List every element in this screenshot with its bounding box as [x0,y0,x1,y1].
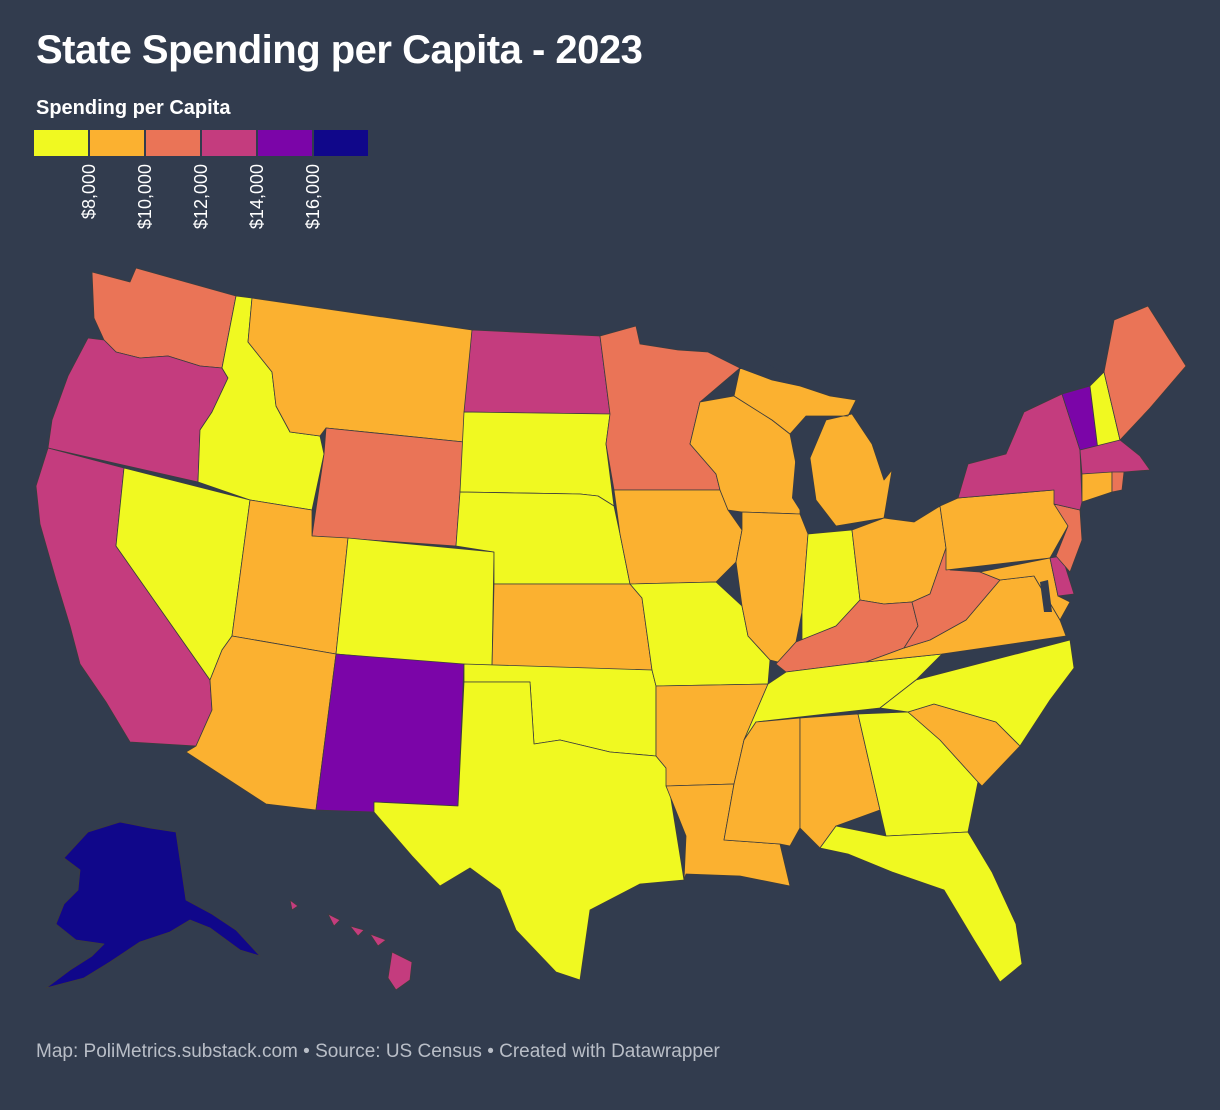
state-hawaii[interactable] [289,899,413,991]
state-connecticut[interactable] [1081,471,1113,503]
legend-swatch-3 [146,130,200,156]
state-colorado[interactable] [335,537,495,669]
lake-michigan [792,416,826,520]
legend-swatch-6 [314,130,368,156]
legend-swatch-5 [258,130,312,156]
legend-title: Spending per Capita [36,97,231,119]
legend-swatch-1 [34,130,88,156]
state-alaska[interactable] [45,821,261,989]
state-iowa[interactable] [613,489,743,585]
state-illinois[interactable] [735,511,809,663]
state-north-dakota[interactable] [463,329,611,415]
lake-superior [708,352,800,386]
legend-swatch-4 [202,130,256,156]
page-title: State Spending per Capita - 2023 [36,28,643,72]
state-wyoming[interactable] [311,427,465,547]
state-mississippi[interactable] [723,717,801,847]
legend-color-bar [34,130,370,156]
state-missouri[interactable] [629,581,771,687]
state-south-dakota[interactable] [459,411,615,507]
state-new-mexico[interactable] [315,653,465,813]
state-rhode-island[interactable] [1111,471,1125,493]
state-new-york[interactable] [957,393,1083,511]
footer-credits: Map: PoliMetrics.substack.com • Source: … [36,1041,720,1062]
legend-swatch-2 [90,130,144,156]
state-kansas[interactable] [491,583,653,671]
state-maine[interactable] [1103,305,1187,441]
chesapeake-bay [1040,580,1052,612]
state-north-carolina[interactable] [879,639,1075,747]
state-florida[interactable] [819,825,1023,983]
state-texas[interactable] [373,681,685,981]
